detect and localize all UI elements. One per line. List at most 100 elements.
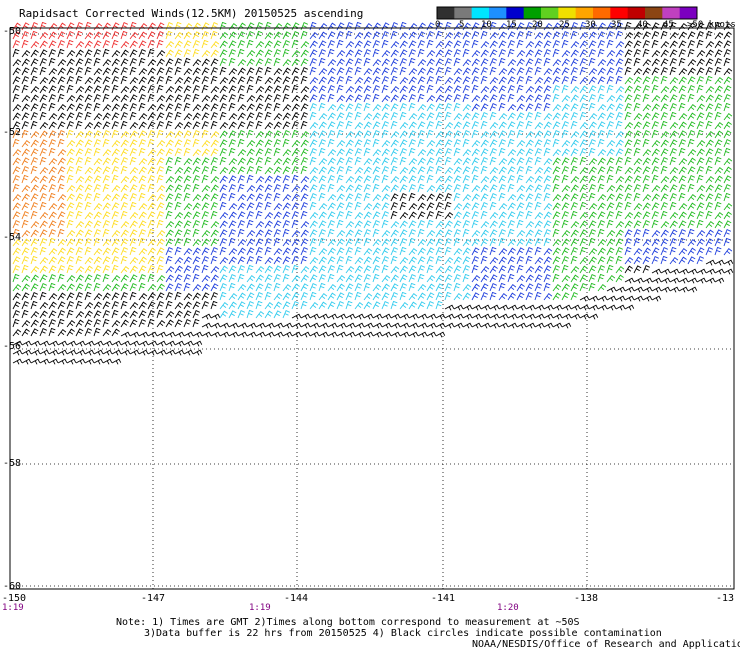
wind-barb: [282, 219, 290, 229]
wind-barb: [219, 111, 227, 121]
wind-barb: [102, 129, 110, 139]
wind-barb: [651, 120, 659, 130]
wind-barb: [381, 22, 390, 31]
wind-barb: [687, 121, 696, 130]
wind-barb: [201, 264, 209, 274]
wind-barb: [714, 130, 723, 139]
wind-barb: [597, 304, 608, 311]
wind-barb: [156, 148, 165, 157]
wind-barb: [426, 30, 434, 40]
wind-barb: [489, 49, 498, 58]
wind-barb: [570, 94, 579, 103]
wind-barb: [75, 238, 84, 247]
wind-barb: [363, 220, 372, 229]
wind-barb: [282, 283, 292, 292]
wind-barb: [642, 219, 650, 229]
wind-barb: [228, 202, 238, 211]
wind-barb: [327, 211, 336, 220]
wind-barb: [453, 40, 462, 49]
wind-barb: [102, 358, 113, 365]
wind-barb: [30, 328, 39, 337]
wind-barb: [111, 255, 119, 265]
wind-barb: [255, 274, 264, 283]
wind-barb: [399, 274, 408, 283]
wind-barb: [255, 238, 264, 247]
wind-barb: [678, 237, 686, 247]
wind-barb: [345, 58, 354, 67]
wind-barb: [552, 174, 560, 184]
wind-barb: [543, 31, 552, 40]
wind-barb: [255, 246, 263, 256]
wind-barb: [264, 291, 272, 301]
wind-barb: [12, 39, 20, 49]
wind-barb: [138, 349, 149, 356]
wind-barb: [48, 340, 59, 347]
wind-barb: [471, 49, 481, 58]
legend-outline: [436, 6, 698, 20]
wind-barb: [543, 313, 554, 320]
wind-barb: [588, 157, 598, 166]
wind-barb: [498, 247, 508, 256]
wind-barb: [75, 328, 84, 337]
wind-barb: [714, 237, 722, 247]
wind-barb: [93, 349, 104, 356]
wind-barb: [57, 219, 65, 229]
wind-barb: [219, 274, 228, 283]
wind-barb: [111, 22, 120, 31]
wind-barb: [669, 192, 677, 202]
wind-barb: [12, 58, 22, 67]
wind-barb: [561, 67, 570, 76]
legend-label-50-knots: >50 knots: [687, 20, 736, 30]
wind-barb: [48, 130, 57, 139]
wind-barb: [687, 103, 697, 112]
wind-barb: [660, 66, 668, 76]
wind-barb: [120, 319, 129, 328]
wind-barb: [498, 292, 508, 301]
wind-barb: [327, 247, 336, 256]
wind-barb: [471, 274, 481, 283]
wind-barb: [48, 211, 57, 220]
wind-barb: [147, 93, 155, 103]
wind-barb: [372, 138, 380, 148]
wind-barb: [48, 183, 56, 193]
wind-barb: [39, 49, 48, 58]
wind-barb: [336, 157, 345, 166]
wind-barb: [237, 219, 245, 229]
legend-label-40: 40: [637, 20, 648, 30]
wind-barb: [21, 300, 29, 310]
wind-barb: [687, 166, 696, 175]
wind-barb: [192, 58, 202, 67]
wind-barb: [336, 274, 346, 283]
wind-barb: [534, 246, 542, 256]
wind-barb: [75, 120, 83, 130]
wind-barb: [21, 264, 29, 274]
wind-barb: [111, 193, 120, 202]
wind-barb: [615, 85, 625, 94]
wind-barb: [678, 57, 686, 67]
lat-label-50: -50: [3, 26, 22, 37]
wind-barb: [624, 201, 632, 211]
wind-barb: [408, 48, 416, 58]
wind-barb: [282, 273, 290, 283]
wind-barb: [660, 156, 668, 166]
wind-barb: [174, 237, 182, 247]
wind-barb: [579, 265, 588, 274]
wind-barb: [516, 247, 525, 256]
wind-barb: [462, 31, 471, 40]
wind-barb: [444, 76, 454, 85]
wind-barb: [669, 147, 677, 157]
wind-barb: [120, 331, 131, 338]
wind-barb: [30, 220, 40, 229]
wind-barb: [453, 211, 462, 220]
wind-barb: [552, 313, 563, 320]
wind-barb: [444, 256, 454, 265]
wind-barb: [129, 40, 138, 49]
wind-barb: [273, 273, 281, 283]
wind-barb: [579, 130, 588, 139]
wind-barb: [174, 349, 185, 356]
wind-barb: [588, 175, 597, 184]
wind-barb: [462, 211, 471, 220]
wind-barb: [219, 156, 227, 166]
wind-barb: [246, 331, 257, 338]
wind-barb: [345, 274, 354, 283]
